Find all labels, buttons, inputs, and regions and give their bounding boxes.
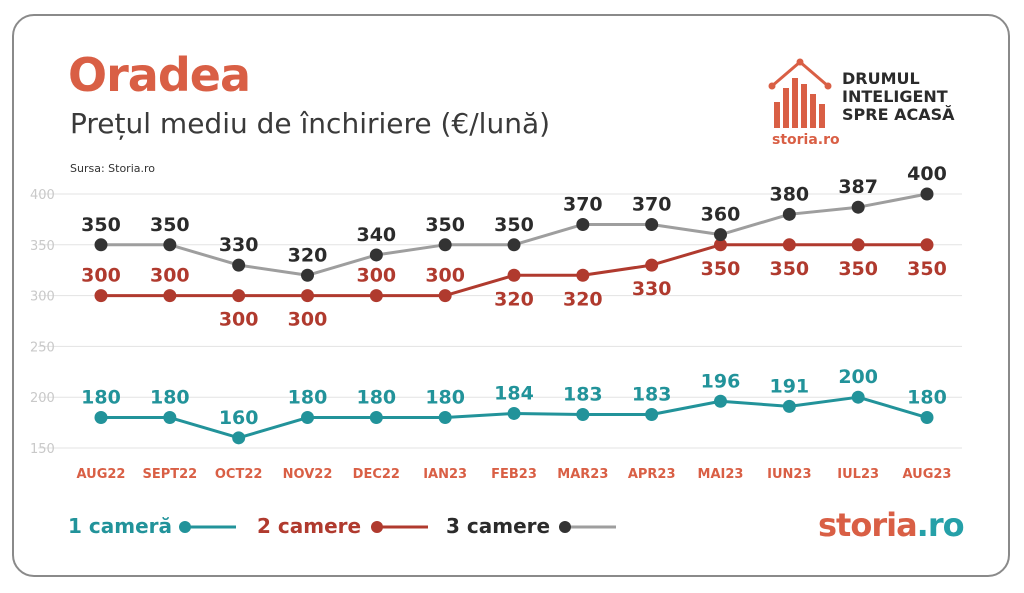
brand-logo: storia.ro [818, 506, 965, 544]
legend-one-room-label: 1 cameră [68, 514, 172, 538]
legend-three-rooms: 3 camere [446, 514, 550, 538]
legend-two-rooms: 2 camere [257, 514, 361, 538]
chart-source: Sursa: Storia.ro [70, 162, 156, 175]
house-bars-icon [768, 58, 832, 128]
logo-tagline: DRUMUL INTELIGENT SPRE ACASĂ [842, 69, 955, 124]
chart-title: Oradea [68, 48, 251, 102]
storia-logo: DRUMUL INTELIGENT SPRE ACASĂ storia.ro [762, 58, 972, 154]
legend-two-rooms-label: 2 camere [257, 514, 362, 538]
legend-three-rooms-label: 3 camere [446, 514, 551, 538]
chart-subtitle: Prețul mediu de închiriere (€/lună) [70, 107, 551, 140]
brand-part1: storia [818, 506, 918, 544]
brand-part2: .ro [916, 506, 965, 544]
legend-one-room: 1 cameră [68, 514, 172, 538]
logo-small-brand: storia.ro [772, 132, 840, 148]
